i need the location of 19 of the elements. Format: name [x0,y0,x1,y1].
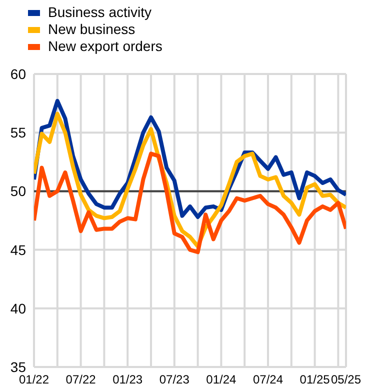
x-tick-label: 01/24 [206,372,237,387]
y-tick-label: 35 [10,358,26,375]
line-series [34,152,346,254]
y-tick-label: 45 [10,242,26,258]
line-series [34,112,346,248]
legend-label: Business activity [48,4,152,21]
y-tick-label: 40 [10,300,26,316]
y-tick-label: 60 [10,66,26,82]
x-tick-label: 01/23 [112,372,143,387]
x-tick-label: 01/22 [18,372,50,387]
y-tick-label: 50 [10,183,26,200]
legend-label: New business [48,21,136,38]
x-tick-label: 07/22 [66,372,96,387]
legend-label: New export orders [48,38,162,55]
x-tick-label: 01/25 [300,372,330,387]
x-tick-label: 07/23 [159,372,190,387]
y-tick-label: 55 [10,124,26,141]
x-tick-label: 07/24 [252,372,284,387]
x-tick-label: 05/25 [330,372,362,387]
